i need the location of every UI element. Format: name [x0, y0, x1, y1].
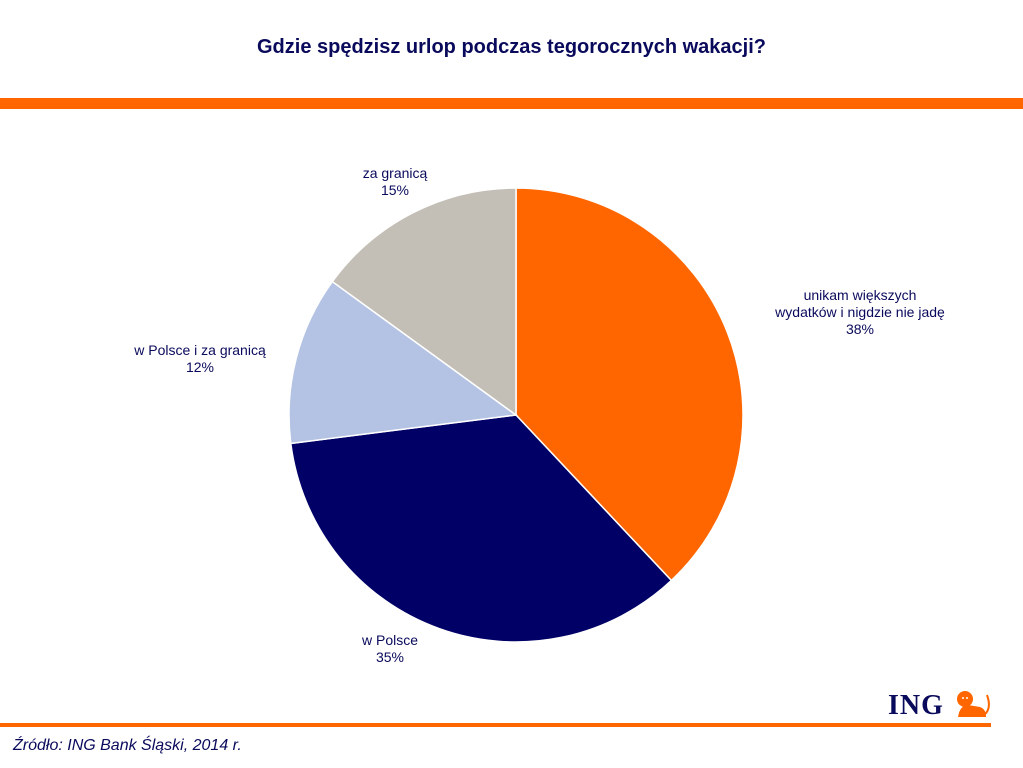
footer-divider [0, 723, 991, 727]
slice-label-1-line-0: w Polsce [361, 632, 419, 648]
header-divider [0, 98, 1023, 109]
slice-label-1: w Polsce 35% [330, 632, 450, 666]
slice-label-2-line-0: w Polsce i za granicą [134, 342, 266, 358]
slice-value-3: 15% [380, 182, 410, 198]
source-note: Źródło: ING Bank Śląski, 2014 r. [13, 737, 242, 754]
slice-label-3: za granicą 15% [330, 165, 460, 199]
slice-label-2: w Polsce i za granicą 12% [110, 342, 290, 376]
pie-slice-3 [331, 187, 517, 417]
slice-label-0-line-0: unikam większych [803, 287, 917, 303]
slice-label-0: unikam większych wydatków i nigdzie nie … [740, 287, 980, 338]
slice-value-2: 12% [185, 359, 215, 375]
slice-label-3-line-0: za granicą [362, 165, 428, 181]
pie-slice-0 [515, 187, 744, 582]
slice-label-0-line-1: wydatków i nigdzie nie jadę [775, 304, 945, 320]
lion-logo-icon [957, 691, 990, 717]
ing-logo: ING [888, 690, 944, 721]
chart-title: Gdzie spędzisz urlop podczas tegorocznyc… [256, 36, 766, 58]
slice-value-0: 38% [845, 321, 875, 337]
slice-value-1: 35% [375, 649, 405, 665]
pie-slice-2 [288, 280, 518, 445]
pie-slice-1 [289, 414, 673, 643]
